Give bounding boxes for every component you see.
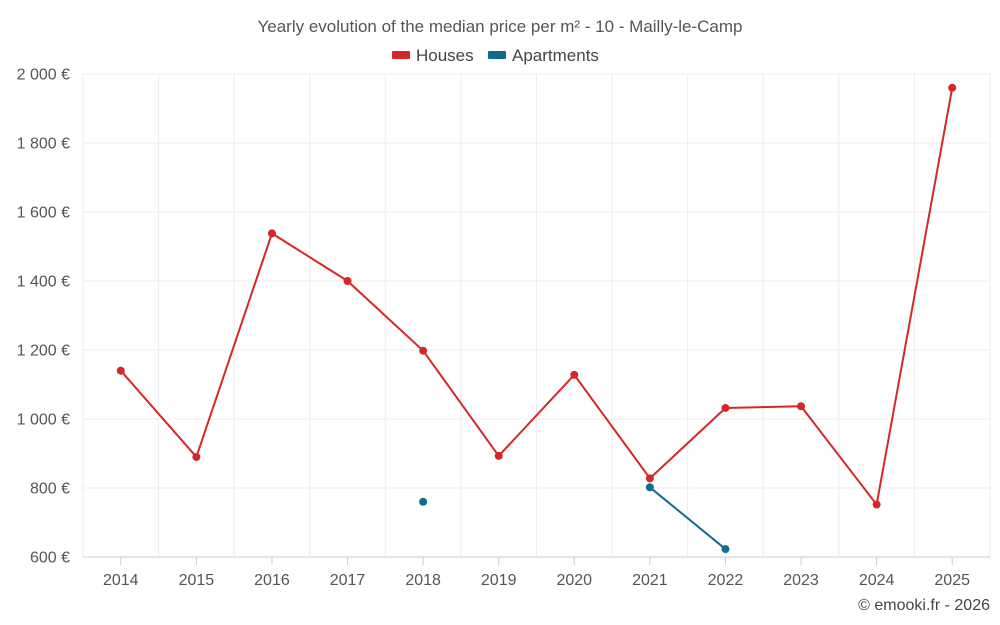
data-point[interactable] [267,229,276,238]
x-tick-label: 2017 [330,572,366,589]
series-line [649,486,727,550]
series-houses [116,83,957,509]
legend-swatch-houses [392,51,410,59]
data-point[interactable] [721,403,730,412]
data-point[interactable] [645,483,654,492]
data-point[interactable] [419,346,428,355]
x-tick-label: 2025 [934,572,970,589]
x-tick-label: 2018 [405,572,441,589]
x-tick-label: 2019 [481,572,517,589]
y-tick-label: 800 € [30,481,70,498]
data-point[interactable] [419,497,428,506]
credit-label: © emooki.fr - 2026 [858,597,990,614]
y-tick-label: 1 400 € [17,274,70,291]
legend-item-houses[interactable]: Houses [392,46,474,65]
data-point[interactable] [494,451,503,460]
legend-swatch-apartments [488,51,506,59]
y-tick-label: 1 200 € [17,343,70,360]
series-apartments [419,483,730,554]
data-point[interactable] [872,500,881,509]
x-tick-label: 2020 [556,572,592,589]
data-point[interactable] [721,545,730,554]
y-tick-label: 1 800 € [17,136,70,153]
data-point[interactable] [116,366,125,375]
data-point[interactable] [948,83,957,92]
y-tick-label: 1 000 € [17,412,70,429]
series-line [120,87,954,506]
data-point[interactable] [343,277,352,285]
data-point[interactable] [645,474,654,483]
chart-title: Yearly evolution of the median price per… [257,17,742,36]
data-point[interactable] [192,452,201,461]
x-axis-ticks: 2014 2015 2016 2017 2018 2019 2020 2021 2022 2023… [103,557,970,589]
legend-label-apartments: Apartments [512,46,599,65]
x-tick-label: 2014 [103,572,139,589]
legend-item-apartments[interactable]: Apartments [488,46,599,65]
data-point[interactable] [570,370,579,379]
y-tick-label: 1 600 € [17,205,70,222]
x-tick-label: 2015 [179,572,215,589]
x-tick-label: 2016 [254,572,290,589]
x-tick-label: 2021 [632,572,668,589]
grid [82,73,991,557]
y-tick-label: 2 000 € [17,67,70,84]
x-tick-label: 2022 [708,572,744,589]
data-point[interactable] [797,402,806,411]
x-tick-label: 2023 [783,572,819,589]
legend: Houses Apartments [392,46,599,65]
y-tick-label: 600 € [30,550,70,567]
x-tick-label: 2024 [859,572,895,589]
legend-label-houses: Houses [416,46,474,65]
series [116,83,957,554]
y-axis-ticks: 600 € 800 € 1 000 € 1 200 € 1 400 € 1 600 € 1 … [17,67,70,567]
